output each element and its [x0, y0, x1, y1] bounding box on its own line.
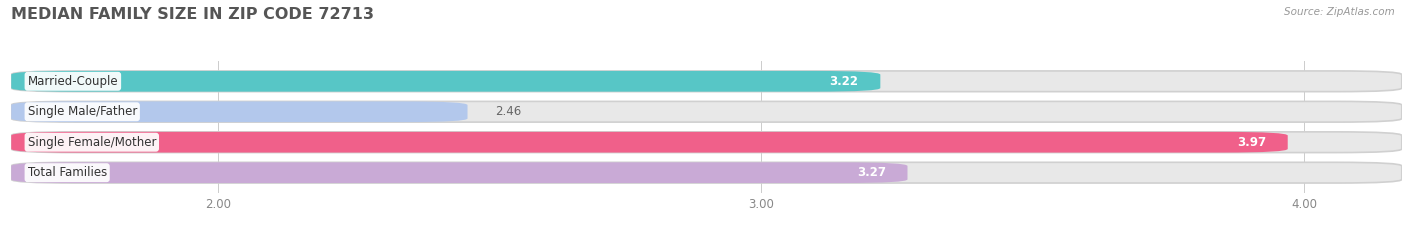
Text: Single Male/Father: Single Male/Father	[28, 105, 136, 118]
Text: Married-Couple: Married-Couple	[28, 75, 118, 88]
FancyBboxPatch shape	[11, 132, 1288, 153]
Text: MEDIAN FAMILY SIZE IN ZIP CODE 72713: MEDIAN FAMILY SIZE IN ZIP CODE 72713	[11, 7, 374, 22]
FancyBboxPatch shape	[11, 132, 1402, 153]
FancyBboxPatch shape	[11, 101, 1402, 122]
FancyBboxPatch shape	[11, 71, 1402, 92]
Text: 2.46: 2.46	[495, 105, 522, 118]
FancyBboxPatch shape	[11, 71, 880, 92]
Text: 3.97: 3.97	[1237, 136, 1265, 149]
Text: Single Female/Mother: Single Female/Mother	[28, 136, 156, 149]
FancyBboxPatch shape	[11, 162, 1402, 183]
Text: Source: ZipAtlas.com: Source: ZipAtlas.com	[1284, 7, 1395, 17]
Text: Total Families: Total Families	[28, 166, 107, 179]
Text: 3.22: 3.22	[830, 75, 859, 88]
FancyBboxPatch shape	[11, 162, 907, 183]
FancyBboxPatch shape	[11, 101, 468, 122]
Text: 3.27: 3.27	[856, 166, 886, 179]
